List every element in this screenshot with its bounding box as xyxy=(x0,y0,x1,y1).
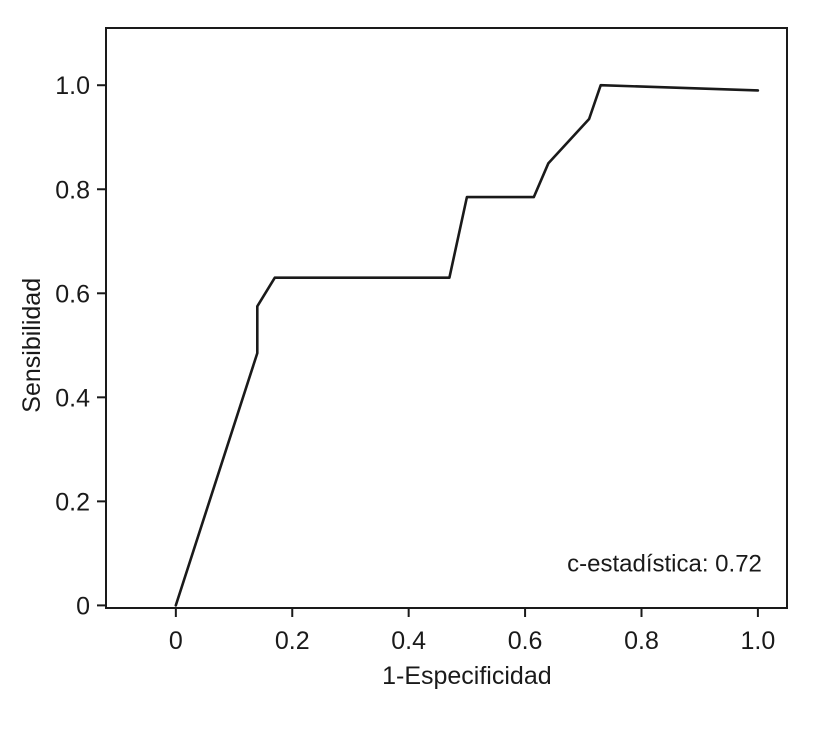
x-tick-label: 0.6 xyxy=(508,627,543,655)
x-tick-label: 1.0 xyxy=(741,627,776,655)
y-tick-label: 0.6 xyxy=(55,280,90,308)
series-layer xyxy=(174,83,760,607)
x-tick-label: 0.4 xyxy=(391,627,426,655)
y-tick-label: 1.0 xyxy=(55,72,90,100)
x-tick-label: 0.2 xyxy=(275,627,310,655)
x-axis-ticks: 0 0.2 0.4 0.6 0.8 1.0 xyxy=(169,608,775,655)
x-axis-title: 1-Especificidad xyxy=(382,662,552,690)
plot-frame xyxy=(105,27,788,609)
x-tick-label: 0.8 xyxy=(624,627,659,655)
y-axis-title: Sensibilidad xyxy=(18,278,46,413)
y-tick-label: 0.8 xyxy=(55,176,90,204)
roc-curve-line xyxy=(174,83,760,607)
y-tick-label: 0.4 xyxy=(55,384,90,412)
x-tick-label: 0 xyxy=(169,627,183,655)
y-tick-label: 0.2 xyxy=(55,488,90,516)
y-tick-label: 0 xyxy=(76,592,90,620)
c-statistic-annotation: c-estadística: 0.72 xyxy=(567,551,762,578)
y-axis-ticks: 0 0.2 0.4 0.6 0.8 1.0 xyxy=(55,72,106,620)
